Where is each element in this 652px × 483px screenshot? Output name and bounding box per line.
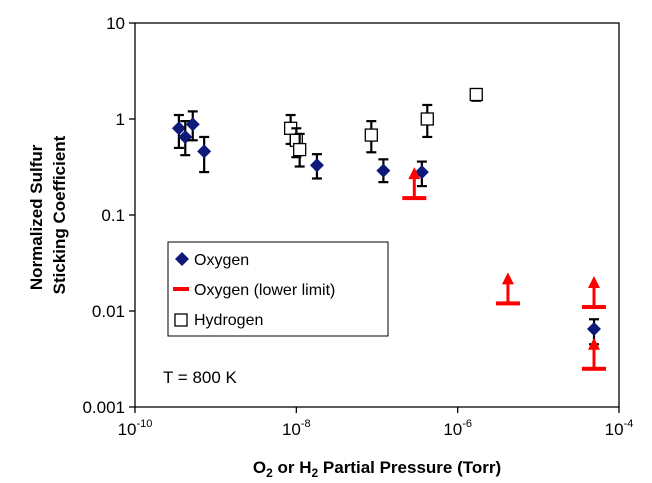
x-tick-label-3: 10-4 <box>605 418 634 439</box>
x-axis-title-part-1: 2 <box>266 466 273 480</box>
x-axis-title-part-2: or H <box>273 458 312 477</box>
oxygen-point-2 <box>185 117 200 132</box>
lower-limit-point-1 <box>495 272 520 306</box>
x-tick-exponent-1: -8 <box>301 418 311 430</box>
x-tick-label-0: 10-10 <box>118 418 153 439</box>
temperature-annotation: T = 800 K <box>163 368 238 387</box>
y-tick-label-4: 10 <box>106 14 125 33</box>
y-axis-title-line-1: Normalized Sulfur <box>27 144 46 290</box>
x-tick-label-2: 10-6 <box>443 418 472 439</box>
y-tick-label-1: 0.01 <box>92 302 125 321</box>
x-tick-base-2: 10 <box>443 420 462 439</box>
lower-limit-point-3 <box>582 337 607 371</box>
legend-oxygen-marker <box>175 252 189 266</box>
x-tick-label-1: 10-8 <box>282 418 311 439</box>
series-oxygen <box>171 110 602 346</box>
oxygen-point-3 <box>197 144 212 159</box>
legend-lower-limit-label: Oxygen (lower limit) <box>194 282 335 299</box>
x-tick-base-3: 10 <box>605 420 624 439</box>
x-axis-title-part-0: O <box>253 458 266 477</box>
x-axis-title: O2 or H2 Partial Pressure (Torr) <box>253 458 501 480</box>
x-tick-base-0: 10 <box>118 420 137 439</box>
series-oxygen-lower-limit <box>402 167 607 371</box>
x-axis-title-part-4: Partial Pressure (Torr) <box>318 458 501 477</box>
lower-limit-arrowhead-3 <box>588 337 601 350</box>
lower-limit-arrowhead-1 <box>501 272 514 285</box>
legend-lower-limit-marker <box>173 287 189 291</box>
y-axis-ticks: 0.001 0.01 0.1 1 10 <box>82 14 135 417</box>
plot-frame <box>134 22 620 408</box>
oxygen-point-0 <box>171 121 186 136</box>
legend-hydrogen-label: Hydrogen <box>194 312 263 329</box>
x-axis-ticks: 10-10 10-8 10-6 10-4 <box>118 407 634 439</box>
lower-limit-point-2 <box>582 276 607 310</box>
lower-limit-arrowhead-2 <box>588 276 601 289</box>
lower-limit-bar-0 <box>402 196 427 201</box>
hydrogen-point-5 <box>469 87 483 102</box>
legend-oxygen-label: Oxygen <box>194 252 249 269</box>
legend-hydrogen-marker <box>174 313 188 327</box>
lower-limit-arrowhead-0 <box>408 167 421 180</box>
x-tick-exponent-0: -10 <box>137 418 153 430</box>
legend: Oxygen Oxygen (lower limit) Hydrogen <box>167 241 389 337</box>
x-tick-exponent-2: -6 <box>462 418 472 430</box>
lower-limit-bar-3 <box>582 366 607 371</box>
y-tick-label-2: 0.1 <box>101 206 125 225</box>
hydrogen-point-4 <box>420 112 434 126</box>
oxygen-point-4 <box>309 158 324 173</box>
data-series <box>171 87 607 371</box>
oxygen-point-7 <box>587 321 602 336</box>
x-axis-title-part-3: 2 <box>311 466 318 480</box>
lower-limit-bar-1 <box>495 301 520 306</box>
y-tick-label-3: 1 <box>116 110 125 129</box>
y-axis-title: Normalized Sulfur Sticking Coefficient <box>27 135 69 294</box>
legend-box <box>167 241 389 337</box>
oxygen-point-5 <box>376 163 391 178</box>
lower-limit-bar-2 <box>582 305 607 310</box>
hydrogen-point-3 <box>364 128 378 142</box>
lower-limit-point-0 <box>402 167 427 201</box>
x-tick-base-1: 10 <box>282 420 301 439</box>
hydrogen-point-2 <box>293 142 307 157</box>
x-tick-exponent-3: -4 <box>624 418 634 430</box>
y-tick-label-0: 0.001 <box>82 398 125 417</box>
y-axis-title-line-2: Sticking Coefficient <box>50 135 69 294</box>
series-hydrogen <box>283 87 483 168</box>
